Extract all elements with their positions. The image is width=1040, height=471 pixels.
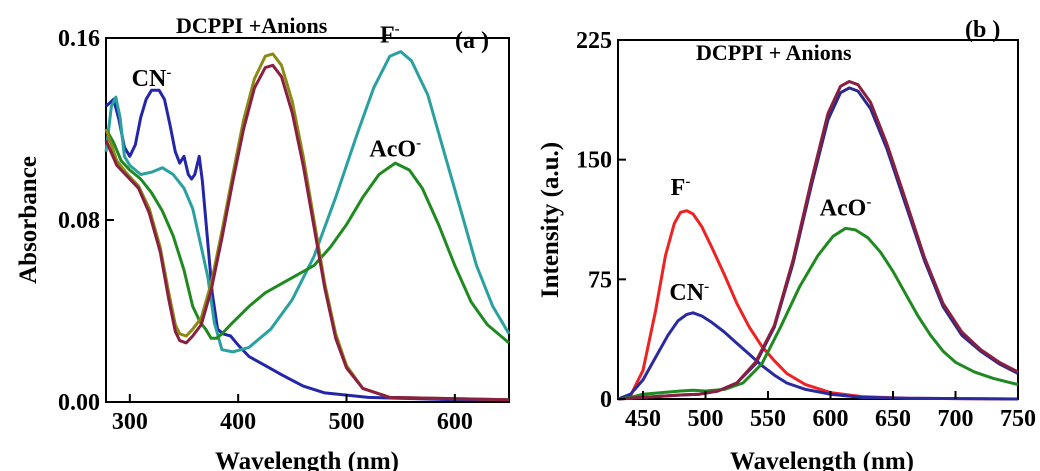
chart-b-series-line-3	[617, 86, 1019, 401]
chart-b-x-ticks: 450 500 550 600 650 700 750	[625, 391, 1036, 432]
chart-b-plot-area	[617, 39, 1019, 401]
chart-b-x-tick-label: 650	[875, 406, 911, 432]
chart-b-annotation: CN-	[669, 279, 709, 306]
chart-b-y-ticks: 0 75 150 225	[576, 28, 626, 413]
chart-a-series-group	[104, 50, 511, 402]
chart-b-title: DCPPI + Anions	[696, 40, 852, 65]
chart-b-x-tick-label: 600	[813, 406, 849, 432]
chart-b-series-line-1	[617, 311, 1019, 401]
chart-a-x-axis-label: Wavelength (nm)	[215, 448, 399, 471]
chart-b-series-line-0	[617, 209, 1019, 401]
chart-a-annotation: AcO-	[369, 135, 421, 162]
chart-b-y-tick-label: 225	[576, 28, 612, 54]
chart-b-y-axis-label: Intensity (a.u.)	[537, 142, 564, 298]
chart-b-x-tick-label: 450	[625, 406, 661, 432]
chart-b-x-tick-label: 700	[938, 406, 974, 432]
chart-a-x-tick-label: 400	[220, 409, 256, 435]
chart-b-annotation: AcO-	[820, 195, 872, 222]
chart-b-x-axis-label: Wavelength (nm)	[730, 448, 914, 471]
chart-a-annotations: CN- F- AcO-	[132, 22, 421, 163]
chart-b-y-tick-label: 75	[588, 267, 612, 293]
chart-a-y-axis-label: Absorbance	[15, 156, 42, 284]
chart-b-series-line-2	[617, 226, 1019, 401]
chart-a-title: DCPPI +Anions	[176, 13, 328, 38]
chart-a-series-line-2	[104, 128, 510, 345]
chart-a-y-tick-label: 0.00	[58, 390, 100, 416]
chart-b-annotation: F-	[671, 174, 691, 201]
chart-b-annotations: F- CN- AcO-	[669, 174, 871, 306]
chart-a-y-ticks: 0.00 0.08 0.16	[58, 26, 114, 416]
chart-b-y-tick-label: 0	[600, 387, 612, 413]
chart-a-series-line-4	[104, 63, 510, 402]
chart-b-x-tick-label: 500	[688, 406, 724, 432]
chart-b-frame	[617, 39, 1019, 400]
chart-b-series-line-4	[617, 80, 1019, 401]
chart-a-y-tick-label: 0.08	[58, 208, 100, 234]
chart-b-series-group	[617, 80, 1019, 401]
chart-a-panel-label: (a )	[455, 28, 489, 54]
chart-a-x-tick-label: 500	[329, 409, 365, 435]
chart-a-plot-area	[104, 37, 511, 403]
chart-b-panel-label: (b )	[965, 17, 1000, 43]
chart-a-x-tick-label: 300	[112, 409, 148, 435]
chart-a-y-tick-label: 0.16	[58, 26, 100, 52]
chart-a-series-line-0	[104, 88, 509, 402]
chart-a-x-ticks: 300 400 500 600	[112, 394, 473, 435]
chart-b-x-tick-label: 550	[750, 406, 786, 432]
chart-b: 450 500 550 600 650 700 750 0 75 150 225 F- CN- AcO…	[537, 17, 1036, 471]
chart-a: 300 400 500 600 0.00 0.08 0.16 CN- F- AcO- DCPP…	[15, 13, 511, 471]
chart-b-x-tick-label: 750	[1000, 406, 1036, 432]
chart-a-series-line-1	[104, 50, 511, 354]
chart-a-annotation: CN-	[132, 65, 172, 92]
chart-a-x-tick-label: 600	[437, 409, 473, 435]
chart-a-annotation: F-	[380, 22, 400, 49]
chart-b-y-tick-label: 150	[576, 148, 612, 174]
